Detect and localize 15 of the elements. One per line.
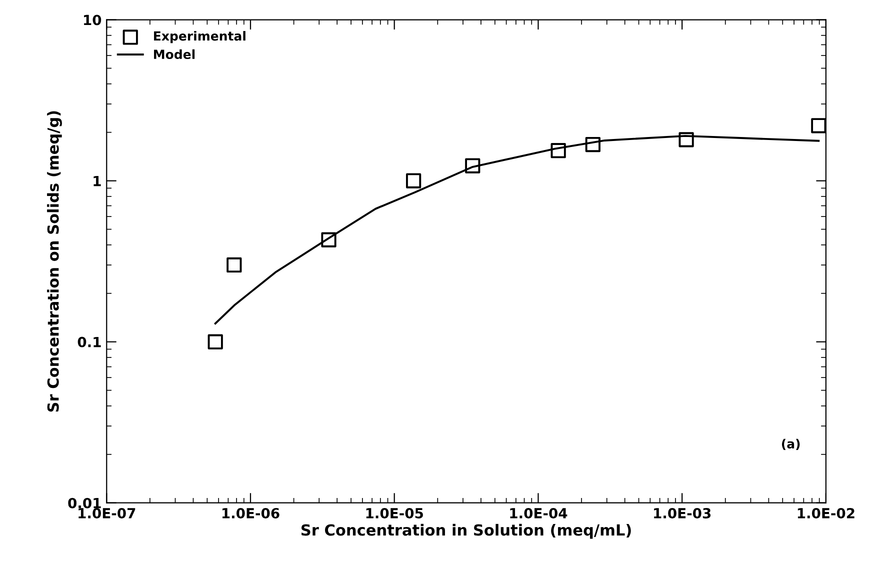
y-tick-label: 0.1 xyxy=(78,336,101,348)
y-tick-label: 1 xyxy=(94,176,101,186)
x-tick-label: 1.0E-06 xyxy=(222,508,280,518)
x-tick-label: 1.0E-03 xyxy=(654,508,711,518)
y-tick-label: 10 xyxy=(84,14,102,26)
x-tick-label: 1.0E-04 xyxy=(510,508,568,518)
y-axis-title: Sr Concentration on Solids (meq/g) xyxy=(47,111,62,412)
legend-label: Experimental xyxy=(154,31,246,44)
x-tick-label: 1.0E-07 xyxy=(78,508,136,518)
annotation: (a) xyxy=(782,438,800,450)
legend-label: Model xyxy=(154,49,195,60)
x-axis-title: Sr Concentration in Solution (meq/mL) xyxy=(301,524,631,539)
x-tick-label: 1.0E-05 xyxy=(366,508,423,518)
x-tick-label: 1.0E-02 xyxy=(798,508,854,518)
y-tick-label: 0.01 xyxy=(68,498,101,508)
